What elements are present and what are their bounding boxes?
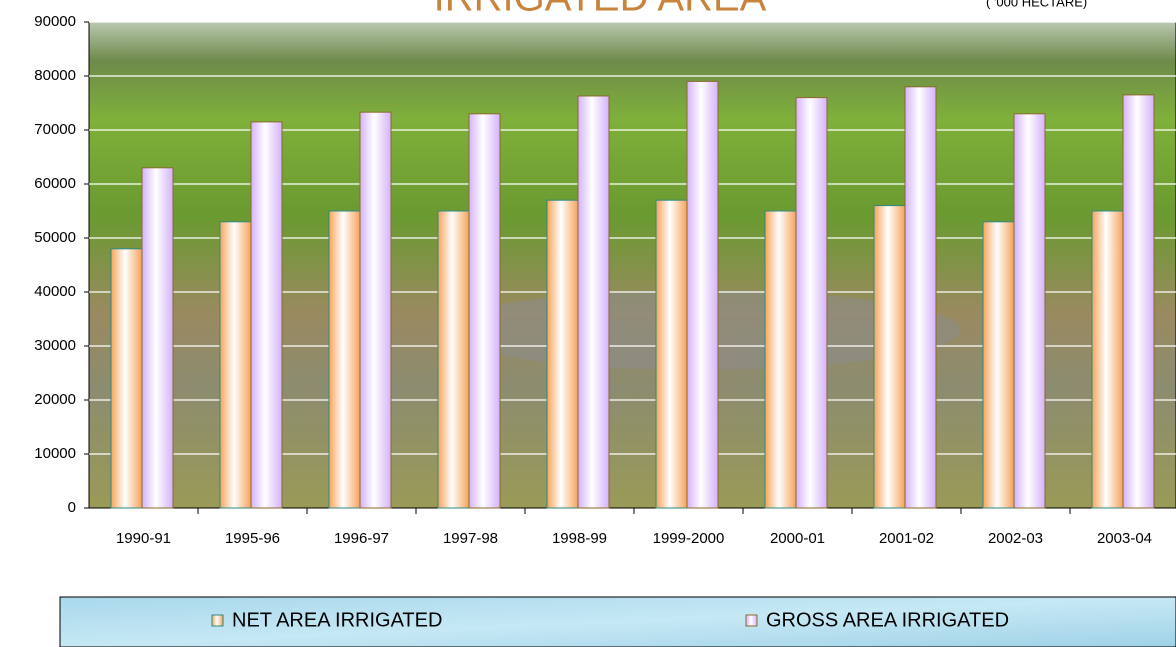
bar — [578, 96, 609, 508]
bar — [905, 87, 936, 508]
y-tick-label: 60000 — [34, 175, 76, 192]
bar — [687, 81, 718, 508]
y-tick-label: 0 — [68, 499, 76, 516]
x-tick-label: 1999-2000 — [653, 530, 725, 547]
bar — [983, 222, 1014, 508]
x-tick-label: 1996-97 — [334, 530, 389, 547]
bar — [547, 200, 578, 508]
bar — [329, 211, 360, 508]
legend-label: GROSS AREA IRRIGATED — [766, 609, 1009, 631]
bar — [765, 211, 796, 508]
bar — [142, 168, 173, 508]
bar — [251, 122, 282, 508]
bar — [796, 98, 827, 508]
legend-marker — [746, 615, 757, 626]
legend-marker — [212, 615, 223, 626]
x-tick-label: 1990-91 — [116, 530, 171, 547]
y-tick-label: 70000 — [34, 121, 76, 138]
bar — [469, 114, 500, 508]
bar — [1014, 114, 1045, 508]
x-tick-label: 2003-04 — [1097, 530, 1152, 547]
y-tick-label: 80000 — [34, 67, 76, 84]
x-tick-label: 2000-01 — [770, 530, 825, 547]
y-tick-label: 90000 — [34, 13, 76, 30]
chart-subtitle: ( '000 HECTARE) — [986, 0, 1087, 9]
x-tick-label: 1998-99 — [552, 530, 607, 547]
x-tick-label: 1997-98 — [443, 530, 498, 547]
x-tick-label: 1995-96 — [225, 530, 280, 547]
bar — [1092, 211, 1123, 508]
bar — [656, 200, 687, 508]
y-tick-label: 40000 — [34, 283, 76, 300]
chart-title: IRRIGATED AREA — [434, 0, 767, 20]
legend-label: NET AREA IRRIGATED — [232, 609, 442, 631]
y-tick-label: 10000 — [34, 445, 76, 462]
bar — [360, 112, 391, 508]
chart: IRRIGATED AREA ( '000 HECTARE) 0 10000 200… — [0, 0, 1176, 647]
y-tick-label: 20000 — [34, 391, 76, 408]
bar — [220, 222, 251, 508]
bar — [438, 211, 469, 508]
page: {"chart_data": {"type": "bar", "title": … — [0, 0, 1176, 647]
y-tick-label: 50000 — [34, 229, 76, 246]
x-tick-label: 2001-02 — [879, 530, 934, 547]
bar — [111, 249, 142, 508]
bar — [1123, 95, 1154, 508]
bar — [874, 206, 905, 508]
y-tick-label: 30000 — [34, 337, 76, 354]
x-tick-label: 2002-03 — [988, 530, 1043, 547]
